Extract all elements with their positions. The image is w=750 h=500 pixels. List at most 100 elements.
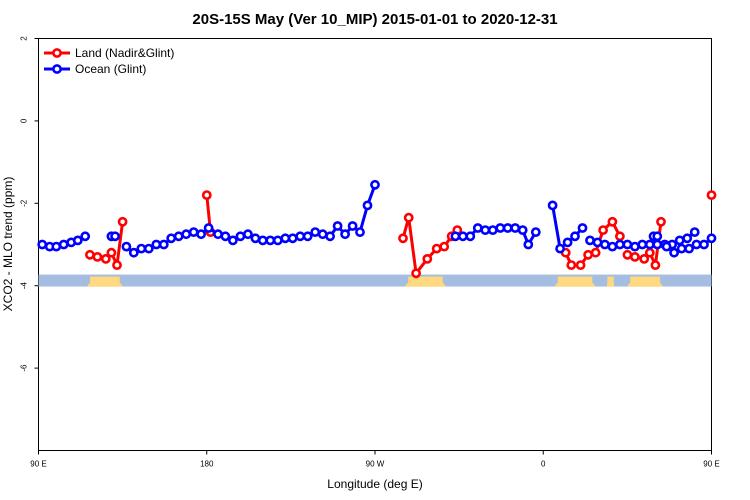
data-point [227,235,238,246]
data-point [465,231,476,242]
data-point [706,190,717,200]
data-point [85,249,95,260]
data-point [242,229,253,240]
data-point [100,253,111,264]
x-tick-label: 90 E [30,460,46,469]
data-point [684,243,694,254]
legend-label: Land (Nadir&Glint) [75,46,174,60]
data-point [689,227,700,237]
y-axis-label: XCO2 - MLO trend (ppm) [1,177,15,312]
data-point [265,235,276,246]
legend-marker [52,64,62,74]
data-point [598,225,608,235]
data-point [607,241,618,252]
data-point [181,229,192,240]
data-point [173,231,184,242]
data-point [112,260,122,270]
data-point [547,200,558,211]
data-point [220,231,231,242]
legend-item: Land (Nadir&Glint) [44,46,174,60]
data-point [37,239,48,250]
data-point [639,253,650,264]
data-point [235,231,246,242]
data-point [332,221,343,231]
data-point [201,190,212,200]
data-point [136,243,147,254]
data-point [622,249,633,260]
data-point [398,233,408,244]
y-axis: 2 0 -2 -4 -6 [20,36,39,372]
data-point [622,239,633,250]
data-point [411,268,421,279]
data-point [158,239,169,250]
data-point [196,229,206,240]
data-point [370,179,380,190]
data-point [607,216,618,227]
data-point [650,260,661,270]
data-point [422,253,433,264]
data-point [287,233,298,244]
data-point [362,200,373,211]
data-point [143,243,154,254]
data-point [682,233,693,244]
data-point [450,231,461,242]
legend-marker [52,48,62,58]
data-point [340,229,350,240]
data-point [302,231,313,242]
data-point [295,231,306,242]
data-point [72,235,83,246]
data-point [80,231,91,242]
chart-title: 20S-15S May (Ver 10_MIP) 2015-01-01 to 2… [192,11,557,28]
data-point [431,243,442,254]
data-point [661,241,672,252]
data-point [325,231,335,242]
data-point [502,223,513,233]
data-point [555,243,565,254]
legend: Land (Nadir&Glint) Ocean (Glint) [44,46,174,76]
legend-label: Ocean (Glint) [75,62,146,76]
data-point [439,241,450,252]
data-point [403,212,414,223]
data-point [487,225,498,235]
data-point [630,251,640,262]
y-tick-label: 2 [20,36,29,41]
data-point [58,239,69,250]
data-point [600,239,610,250]
series-line [401,216,459,275]
data-point [615,231,625,242]
data-point [121,241,132,252]
data-point [637,239,648,250]
data-point [652,239,663,250]
data-point [92,251,103,262]
data-point [272,235,283,246]
data-point [472,223,483,233]
series-layer [37,179,717,279]
data-point [699,239,709,250]
data-point [347,221,358,231]
y-tick-label: -6 [20,364,29,372]
series-land [85,190,717,279]
data-point [656,216,666,227]
data-point [355,227,365,237]
x-axis: 90 E 180 90 W 0 90 E [30,450,720,469]
land-surface-patch-core [557,276,593,287]
data-point [562,237,573,248]
series-ocean [37,179,717,258]
data-point [517,225,528,235]
land-surface-patch-core [607,276,614,287]
data-point [583,249,593,260]
ocean-surface-band [38,274,712,287]
data-point [691,239,702,250]
data-point [706,233,717,244]
data-point [110,231,120,242]
data-point [117,216,128,227]
y-tick-label: -2 [20,199,29,207]
data-point [310,227,321,237]
plot-area [37,38,717,451]
land-surface-patch-core [630,276,661,287]
data-point [644,239,655,250]
data-point [523,239,534,250]
x-tick-label: 180 [200,460,214,469]
data-point [566,260,577,270]
